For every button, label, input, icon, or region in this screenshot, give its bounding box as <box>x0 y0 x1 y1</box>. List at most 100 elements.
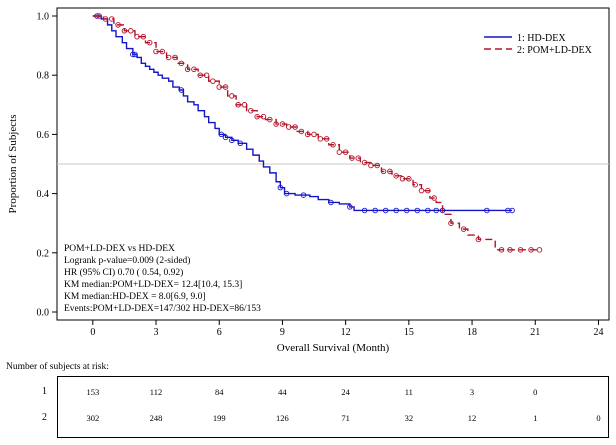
y-tick-label: 0.0 <box>37 308 50 319</box>
risk-value: 32 <box>404 413 414 423</box>
censor-mark-hd-dex <box>347 204 353 210</box>
series-line-hd-dex <box>92 15 513 212</box>
censor-mark-pom-ld-dex <box>460 226 467 232</box>
x-axis: 0 3 6 9 12 15 18 21 24 <box>90 320 603 338</box>
censor-mark-hd-dex <box>484 207 490 214</box>
legend: 1: HD-DEX 2: POM+LD-DEX <box>484 33 593 56</box>
risk-value: 1 <box>533 413 538 423</box>
censor-mark-pom-ld-dex <box>191 66 197 73</box>
censor-mark-pom-ld-dex <box>109 16 115 22</box>
censor-mark-hd-dex <box>425 207 431 214</box>
x-tick-label: 21 <box>530 327 540 338</box>
censor-mark-pom-ld-dex <box>184 66 191 73</box>
censor-mark-pom-ld-dex <box>448 220 454 226</box>
censor-mark-pom-ld-dex <box>317 136 324 142</box>
x-tick-label: 0 <box>90 327 95 338</box>
stats-line-logrank: Logrank p-value=0.009 (2-sided) <box>64 255 190 266</box>
risk-value: 248 <box>149 413 163 423</box>
censor-mark-pom-ld-dex <box>241 102 248 108</box>
censor-mark-pom-ld-dex <box>304 131 311 138</box>
censor-mark-hd-dex <box>372 207 378 214</box>
censor-mark-hd-dex <box>222 134 229 141</box>
censor-mark-pom-ld-dex <box>298 128 305 135</box>
censor-mark-pom-ld-dex <box>134 33 140 40</box>
x-tick-label: 12 <box>341 327 351 338</box>
x-tick-label: 6 <box>217 327 222 338</box>
censor-mark-pom-ld-dex <box>248 107 254 114</box>
censor-mark-pom-ld-dex <box>528 247 534 253</box>
censor-mark-hd-dex <box>237 140 244 147</box>
legend-label-hd-dex: 1: HD-DEX <box>517 33 566 44</box>
x-axis-title: Overall Survival (Month) <box>277 342 390 354</box>
censor-mark-hd-dex <box>132 51 138 58</box>
risk-table-title: Number of subjects at risk: <box>6 362 109 372</box>
censor-mark-hd-dex <box>130 51 136 58</box>
censor-mark-hd-dex <box>300 192 307 198</box>
stats-line-comparison: POM+LD-DEX vs HD-DEX <box>64 244 175 254</box>
y-tick-label: 1.0 <box>37 12 50 23</box>
x-tick-label: 9 <box>280 327 285 338</box>
risk-value: 199 <box>212 413 226 423</box>
censor-mark-pom-ld-dex <box>336 149 343 155</box>
x-tick-label: 15 <box>404 327 414 338</box>
stats-line-events: Events:POM+LD-DEX=147/302 HD-DEX=86/153 <box>64 304 261 314</box>
risk-value: 0 <box>596 413 601 423</box>
stats-annotation: POM+LD-DEX vs HD-DEX Logrank p-value=0.0… <box>64 244 261 314</box>
censor-mark-hd-dex <box>218 131 225 138</box>
risk-row-label-2: 2 <box>42 412 47 423</box>
censor-mark-hd-dex <box>229 137 235 144</box>
risk-value: 11 <box>404 387 413 397</box>
censor-mark-pom-ld-dex <box>146 39 153 46</box>
censor-mark-pom-ld-dex <box>292 124 298 130</box>
censor-mark-pom-ld-dex <box>127 28 134 34</box>
censor-mark-pom-ld-dex <box>498 247 505 253</box>
censor-mark-pom-ld-dex <box>153 48 159 55</box>
risk-value: 0 <box>533 387 538 397</box>
censor-mark-hd-dex <box>393 207 399 214</box>
censor-mark-pom-ld-dex <box>330 142 336 148</box>
censor-mark-pom-ld-dex <box>267 116 273 123</box>
censor-mark-pom-ld-dex <box>393 173 399 179</box>
censor-mark-pom-ld-dex <box>475 236 482 243</box>
x-tick-label: 18 <box>467 327 477 338</box>
censor-mark-pom-ld-dex <box>273 121 279 127</box>
censor-mark-hd-dex <box>433 207 439 214</box>
y-tick-label: 0.4 <box>37 189 50 200</box>
censor-mark-pom-ld-dex <box>418 187 425 194</box>
censor-mark-pom-ld-dex <box>355 155 362 161</box>
y-tick-label: 0.8 <box>37 71 50 82</box>
risk-value: 302 <box>86 413 100 423</box>
censor-mark-pom-ld-dex <box>222 84 229 90</box>
censor-mark-pom-ld-dex <box>96 13 102 19</box>
y-axis: 0.0 0.2 0.4 0.6 0.8 1.0 <box>37 12 57 319</box>
y-axis-title: Proportion of Subjects <box>7 115 19 214</box>
censor-mark-pom-ld-dex <box>254 113 260 120</box>
censor-mark-pom-ld-dex <box>368 162 374 169</box>
censor-mark-pom-ld-dex <box>235 102 241 108</box>
censor-mark-pom-ld-dex <box>286 124 292 130</box>
stats-line-median-hd: KM median:HD-DEX = 8.0[6.9, 9.0] <box>64 292 206 302</box>
series-layer <box>92 13 543 253</box>
stats-line-median-pom: KM median:POM+LD-DEX= 12.4[10.4, 15.3] <box>64 280 242 290</box>
censor-mark-pom-ld-dex <box>517 247 524 253</box>
censor-mark-pom-ld-dex <box>178 60 185 67</box>
risk-value: 71 <box>341 413 350 423</box>
censor-mark-hd-dex <box>382 207 389 214</box>
censor-mark-pom-ld-dex <box>507 247 513 253</box>
risk-row-label-1: 1 <box>42 386 47 397</box>
censor-mark-pom-ld-dex <box>229 93 235 99</box>
risk-table <box>57 376 609 438</box>
legend-label-pom-ld-dex: 2: POM+LD-DEX <box>517 45 593 56</box>
y-tick-label: 0.2 <box>37 248 50 259</box>
censor-mark-pom-ld-dex <box>197 72 204 78</box>
x-tick-label: 24 <box>593 327 603 338</box>
censor-mark-hd-dex <box>414 207 421 214</box>
risk-value: 153 <box>86 387 100 397</box>
censor-mark-hd-dex <box>328 199 334 206</box>
censor-mark-pom-ld-dex <box>425 187 431 194</box>
y-tick-label: 0.6 <box>37 130 50 141</box>
censor-mark-pom-ld-dex <box>349 155 355 161</box>
risk-value: 24 <box>341 387 350 397</box>
censor-mark-hd-dex <box>178 87 185 93</box>
censor-mark-pom-ld-dex <box>380 168 387 175</box>
